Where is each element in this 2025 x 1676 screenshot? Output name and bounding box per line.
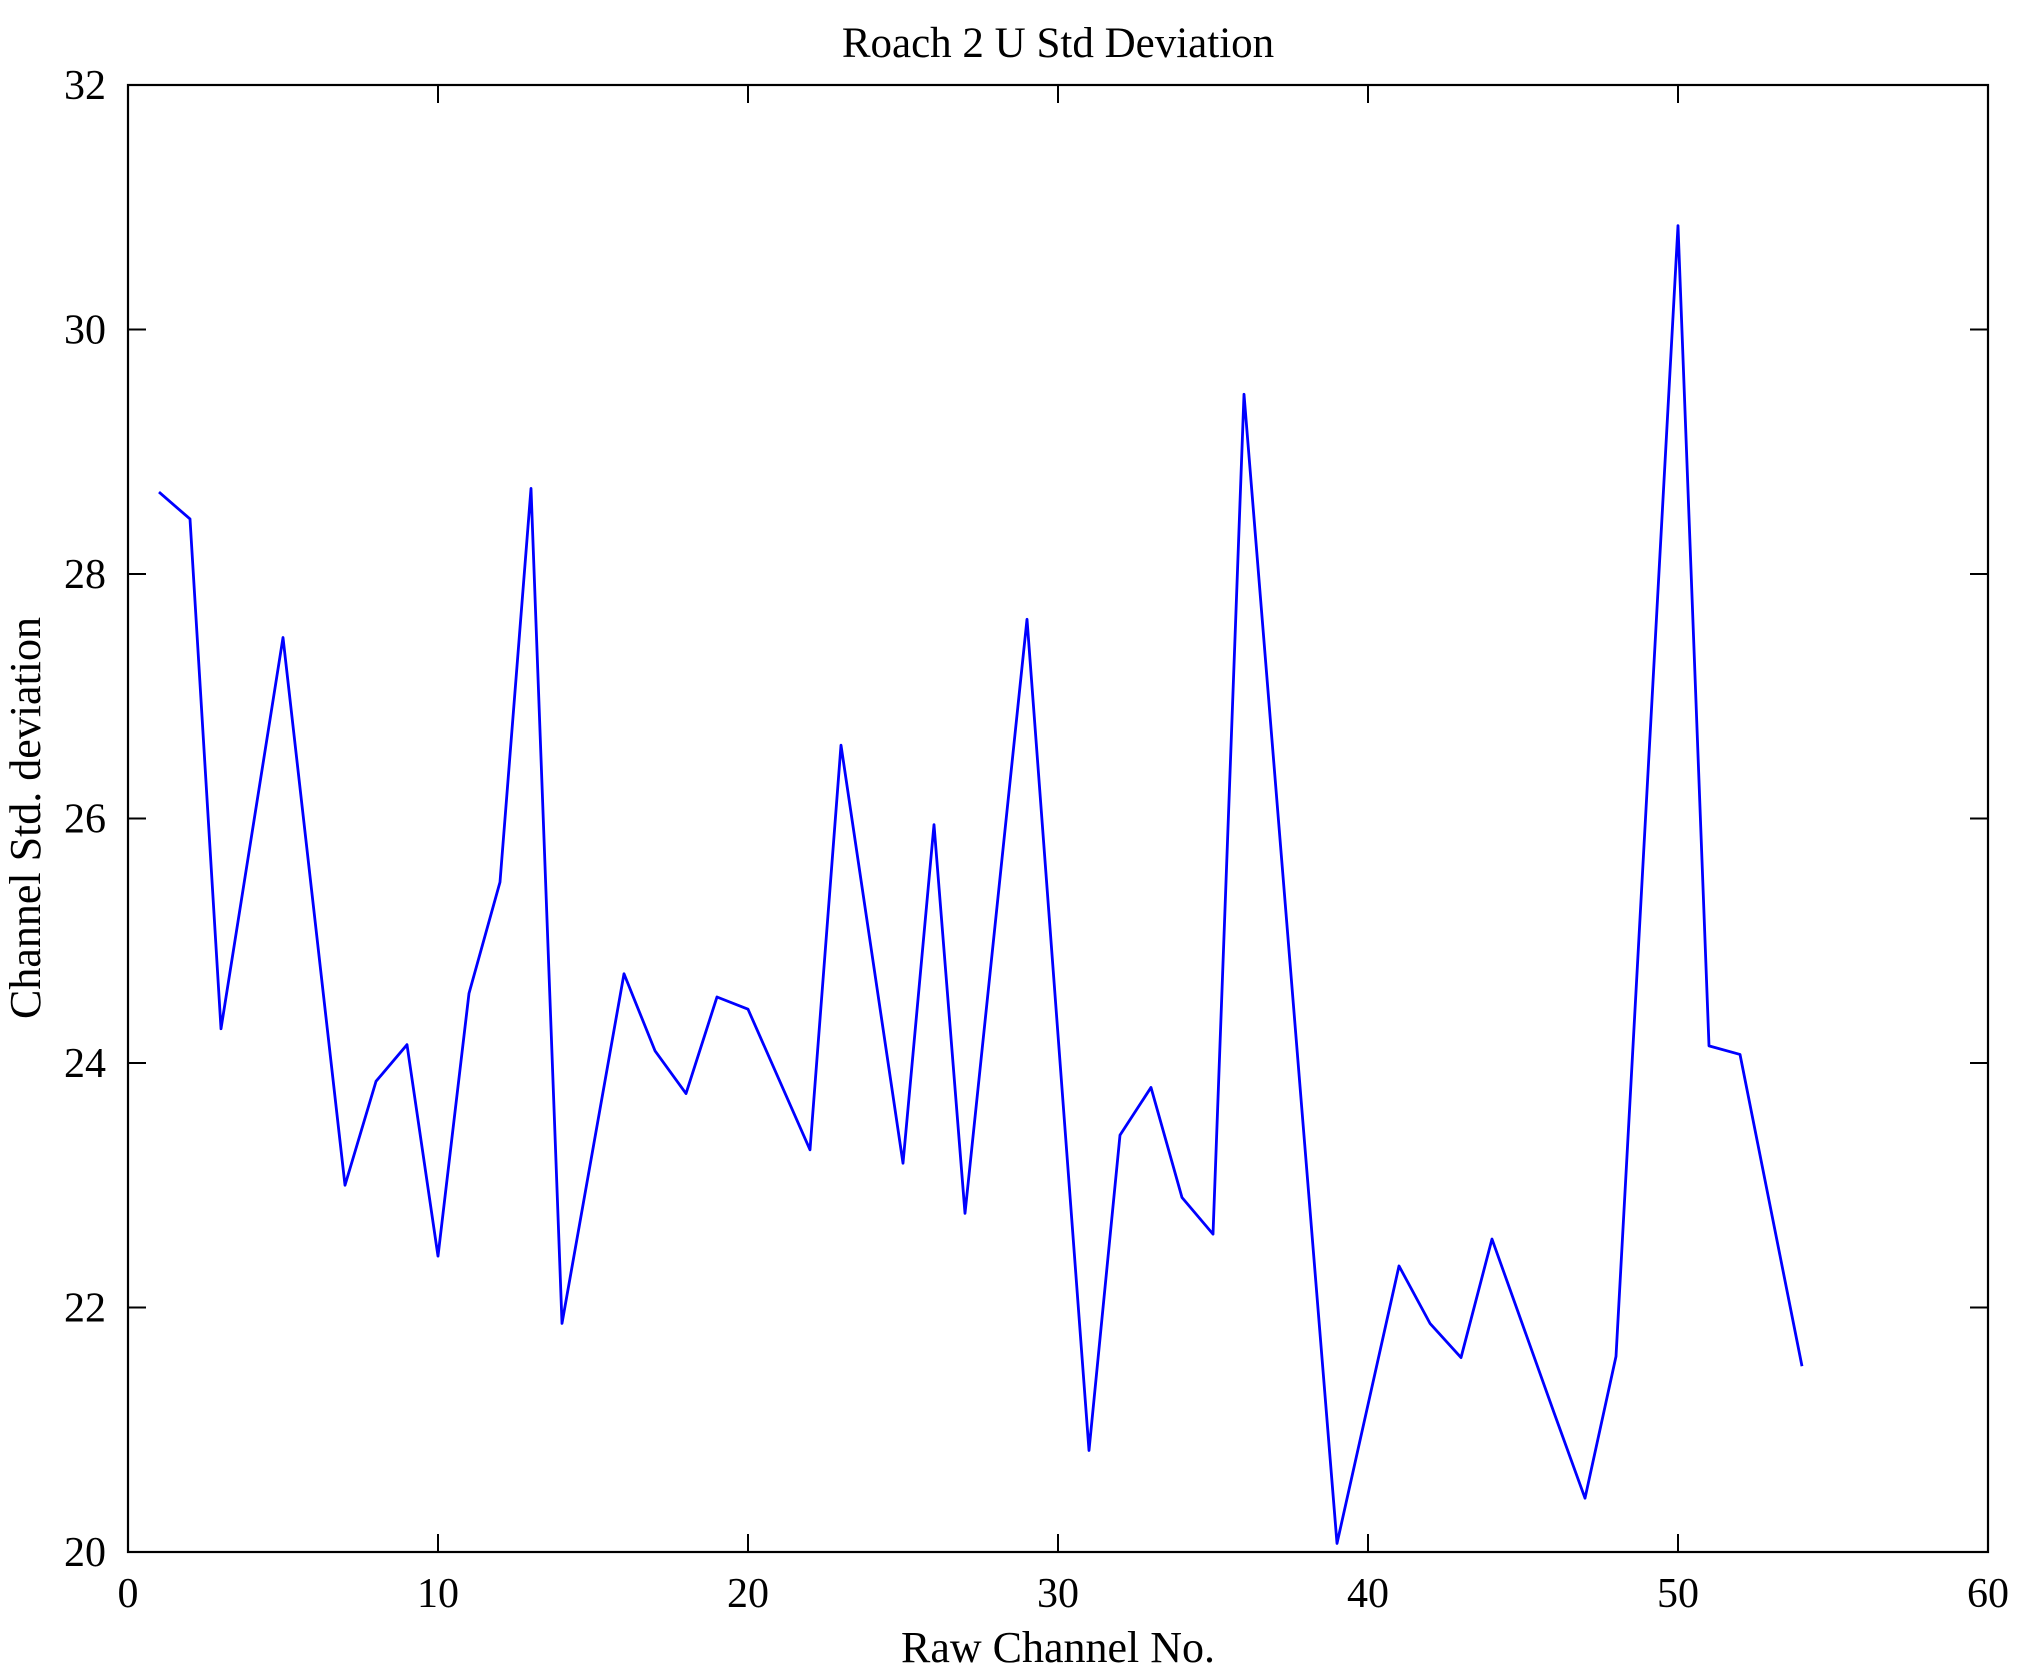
svg-text:Roach 2 U Std Deviation: Roach 2 U Std Deviation	[842, 20, 1274, 67]
svg-text:0: 0	[118, 1571, 139, 1617]
svg-text:30: 30	[64, 308, 106, 354]
svg-text:28: 28	[64, 552, 106, 598]
svg-text:10: 10	[417, 1571, 459, 1617]
svg-text:24: 24	[64, 1041, 106, 1087]
svg-text:32: 32	[64, 63, 106, 109]
svg-text:22: 22	[64, 1286, 106, 1332]
svg-text:Channel Std. deviation: Channel Std. deviation	[1, 617, 50, 1019]
svg-text:26: 26	[64, 797, 106, 843]
svg-text:40: 40	[1347, 1571, 1389, 1617]
svg-text:60: 60	[1967, 1571, 2009, 1617]
svg-text:Raw Channel No.: Raw Channel No.	[901, 1623, 1215, 1671]
svg-text:50: 50	[1657, 1571, 1699, 1617]
svg-text:30: 30	[1037, 1571, 1079, 1617]
svg-text:20: 20	[727, 1571, 769, 1617]
svg-text:20: 20	[64, 1530, 106, 1576]
